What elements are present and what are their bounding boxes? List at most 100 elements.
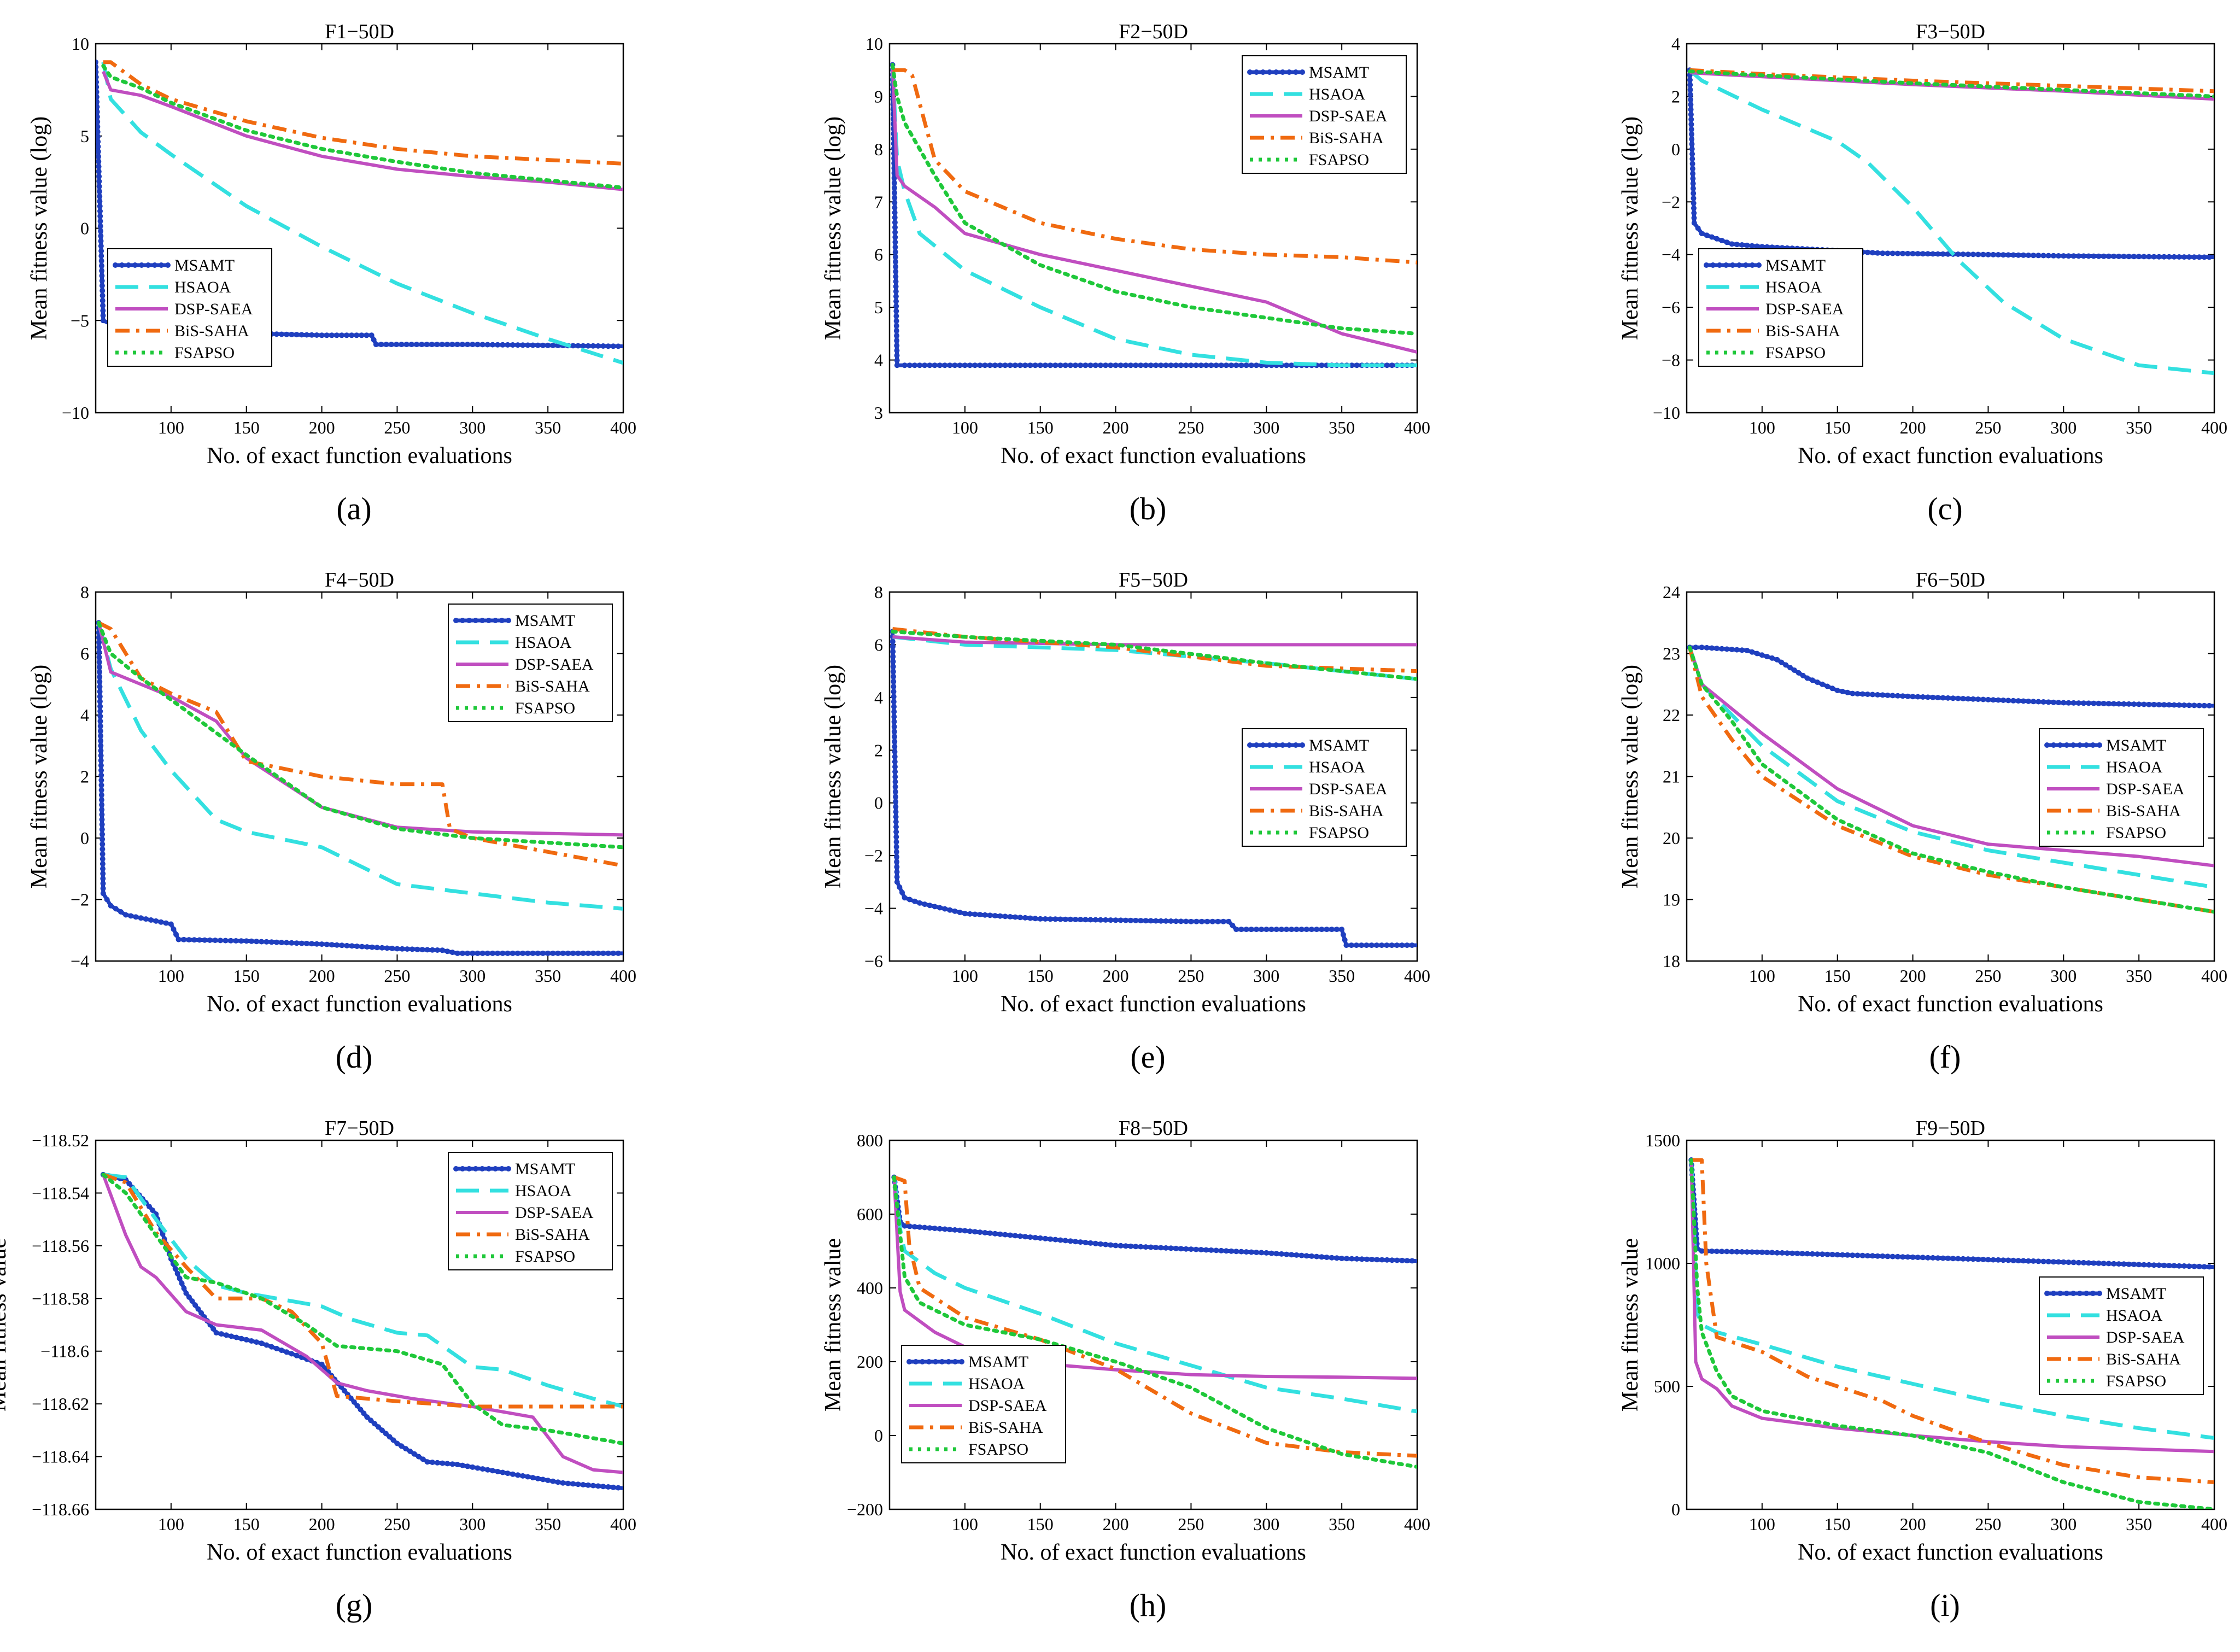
msamt-marker xyxy=(97,718,103,724)
msamt-marker xyxy=(1218,362,1224,368)
msamt-marker xyxy=(364,944,370,950)
msamt-marker xyxy=(1062,916,1068,922)
msamt-marker xyxy=(1037,1235,1043,1241)
msamt-marker xyxy=(917,362,923,368)
chart-title: F9−50D xyxy=(1916,1117,1985,1140)
msamt-marker xyxy=(1113,362,1119,368)
msamt-marker xyxy=(100,861,106,867)
msamt-marker xyxy=(1319,1254,1325,1260)
series-line-fsapso xyxy=(101,1173,623,1445)
msamt-marker xyxy=(1970,1256,1976,1262)
series-group xyxy=(96,620,623,956)
msamt-marker xyxy=(1017,1233,1023,1239)
msamt-marker xyxy=(1218,1247,1224,1253)
msamt-marker xyxy=(424,1459,430,1465)
msamt-marker xyxy=(99,822,105,828)
msamt-marker xyxy=(893,289,899,295)
legend-label: BiS-SAHA xyxy=(2106,1350,2181,1368)
msamt-marker xyxy=(892,789,898,795)
msamt-marker xyxy=(97,218,103,224)
msamt-marker xyxy=(1002,913,1008,919)
msamt-marker xyxy=(2101,701,2107,706)
plot-frame xyxy=(1686,1139,2215,1510)
msamt-marker xyxy=(1789,1250,1795,1256)
chart-panel-2: F2−50D 100 150 200 250 300 350 400 3 4 5 6 7 8 9 10 No. … xyxy=(821,20,1430,526)
msamt-marker xyxy=(96,94,100,100)
msamt-marker xyxy=(1779,659,1785,665)
msamt-marker xyxy=(1178,918,1184,924)
series-line-fsapso xyxy=(1688,69,2214,98)
legend-marker xyxy=(1273,742,1279,748)
msamt-marker xyxy=(530,950,536,956)
msamt-marker xyxy=(1855,691,1861,697)
msamt-marker xyxy=(1384,1257,1390,1263)
msamt-marker xyxy=(892,229,898,235)
msamt-marker xyxy=(1824,683,1830,689)
msamt-marker xyxy=(2146,1262,2152,1268)
msamt-marker xyxy=(1209,918,1215,924)
msamt-marker xyxy=(1389,942,1395,948)
msamt-marker xyxy=(1103,917,1109,923)
x-axis-label: No. of exact function evaluations xyxy=(207,992,512,1017)
msamt-marker xyxy=(892,259,898,265)
msamt-marker xyxy=(2151,701,2157,707)
msamt-marker xyxy=(1687,77,1693,83)
msamt-marker xyxy=(1699,231,1705,237)
msamt-marker xyxy=(891,719,897,725)
legend-label: DSP-SAEA xyxy=(515,655,594,673)
y-tick-label: −118.54 xyxy=(32,1183,89,1203)
msamt-marker xyxy=(403,342,410,348)
msamt-marker xyxy=(2196,254,2202,260)
msamt-marker xyxy=(1173,918,1179,924)
msamt-marker xyxy=(1890,1253,1896,1259)
legend-label: HSAOA xyxy=(2106,1307,2163,1325)
msamt-marker xyxy=(344,332,350,338)
x-tick-label: 150 xyxy=(233,418,260,437)
subfigure-label: (b) xyxy=(1130,491,1167,526)
msamt-marker xyxy=(390,1437,396,1443)
chart-title: F6−50D xyxy=(1916,569,1985,591)
msamt-marker xyxy=(550,950,556,956)
msamt-marker xyxy=(2066,700,2072,706)
msamt-marker xyxy=(2045,253,2051,259)
msamt-marker xyxy=(1188,362,1194,368)
series-line-dsp-saea xyxy=(101,1174,623,1474)
msamt-marker xyxy=(892,774,898,780)
msamt-marker xyxy=(1052,362,1058,368)
msamt-marker xyxy=(1915,251,1921,257)
y-tick-label: 200 xyxy=(857,1352,883,1372)
msamt-marker xyxy=(2106,253,2112,259)
msamt-marker xyxy=(2176,702,2182,708)
x-tick-label: 200 xyxy=(1103,966,1129,986)
legend-marker xyxy=(165,262,171,268)
plot-frame xyxy=(1686,43,2215,414)
msamt-marker xyxy=(354,332,360,338)
msamt-marker xyxy=(2056,1259,2062,1265)
msamt-marker xyxy=(590,950,596,956)
msamt-marker xyxy=(1133,362,1139,368)
msamt-marker xyxy=(1940,695,1946,701)
legend-label: MSAMT xyxy=(1309,736,1369,754)
msamt-marker xyxy=(575,950,581,956)
msamt-marker xyxy=(97,198,103,204)
msamt-marker xyxy=(1739,647,1745,653)
msamt-marker xyxy=(1203,362,1209,368)
y-axis-label: Mean fitness value xyxy=(821,1238,846,1411)
msamt-marker xyxy=(1193,362,1199,368)
msamt-marker xyxy=(1950,695,1956,701)
msamt-marker xyxy=(893,323,899,329)
chart-panel-5: F5−50D 100 150 200 250 300 350 400 −6 −4 −2 0 2 4 6 8 No… xyxy=(821,569,1430,1075)
msamt-marker xyxy=(894,879,900,885)
msamt-marker xyxy=(2126,701,2132,707)
msamt-marker xyxy=(893,804,899,810)
msamt-marker xyxy=(1178,1246,1184,1252)
msamt-marker xyxy=(359,944,365,950)
legend-marker xyxy=(486,1166,492,1171)
msamt-marker xyxy=(1920,694,1926,700)
series-line-fsapso xyxy=(1689,1158,2214,1509)
series-line-dsp-saea xyxy=(891,65,1417,354)
msamt-marker xyxy=(1379,942,1385,948)
msamt-marker xyxy=(1032,916,1038,922)
subfigure-label: (e) xyxy=(1130,1039,1165,1075)
y-tick-label: 0 xyxy=(80,219,89,238)
